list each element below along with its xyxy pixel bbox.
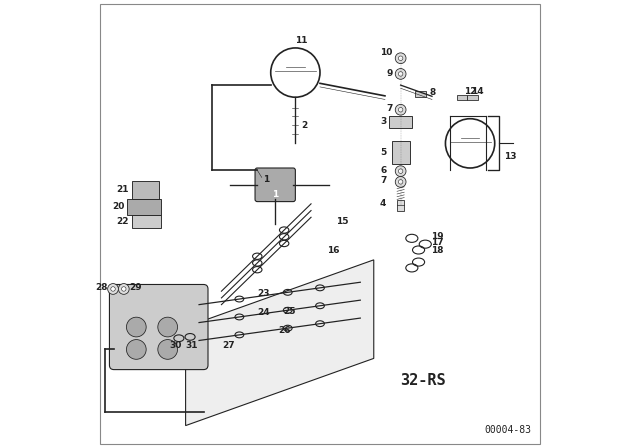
Circle shape <box>398 180 403 184</box>
Text: 14: 14 <box>472 87 484 96</box>
Text: 26: 26 <box>278 326 291 335</box>
Text: 22: 22 <box>116 217 128 226</box>
Text: 10: 10 <box>380 48 392 57</box>
Circle shape <box>398 108 403 112</box>
Circle shape <box>158 317 177 337</box>
Text: 21: 21 <box>116 185 128 194</box>
Text: 7: 7 <box>386 104 392 113</box>
Bar <box>467 95 477 100</box>
Text: 12: 12 <box>464 87 477 96</box>
Circle shape <box>118 284 129 294</box>
Text: 9: 9 <box>386 69 392 78</box>
Text: 32-RS: 32-RS <box>400 373 446 388</box>
Text: 30: 30 <box>170 341 182 350</box>
Bar <box>457 95 467 100</box>
Bar <box>392 141 410 164</box>
Text: 29: 29 <box>130 283 142 292</box>
Bar <box>415 91 426 97</box>
FancyBboxPatch shape <box>109 284 208 370</box>
Circle shape <box>108 284 118 294</box>
Circle shape <box>398 169 403 173</box>
Circle shape <box>396 53 406 64</box>
Text: 3: 3 <box>380 117 387 126</box>
Text: 5: 5 <box>380 148 387 157</box>
Circle shape <box>127 317 146 337</box>
Text: 23: 23 <box>258 289 270 298</box>
Text: 18: 18 <box>431 246 444 255</box>
Bar <box>132 215 161 228</box>
Bar <box>389 116 412 128</box>
Text: 28: 28 <box>95 283 108 292</box>
FancyBboxPatch shape <box>255 168 296 202</box>
Circle shape <box>158 340 177 359</box>
Text: 31: 31 <box>186 341 198 350</box>
Text: 16: 16 <box>327 246 339 255</box>
Text: 1: 1 <box>262 175 269 184</box>
Circle shape <box>111 287 115 291</box>
Text: 8: 8 <box>430 88 436 97</box>
Circle shape <box>398 56 403 60</box>
Text: 25: 25 <box>284 307 296 316</box>
Text: 7: 7 <box>380 177 387 185</box>
Text: 13: 13 <box>504 152 516 161</box>
Text: 19: 19 <box>431 232 444 241</box>
Bar <box>127 199 161 215</box>
Polygon shape <box>186 260 374 426</box>
Circle shape <box>396 104 406 115</box>
Text: 20: 20 <box>113 202 125 211</box>
Circle shape <box>398 72 403 76</box>
Circle shape <box>396 166 406 177</box>
Text: 2: 2 <box>301 121 307 130</box>
Circle shape <box>396 177 406 187</box>
Text: 17: 17 <box>431 238 444 247</box>
Circle shape <box>122 287 126 291</box>
Text: 4: 4 <box>380 199 387 208</box>
Text: 27: 27 <box>222 341 234 350</box>
Text: 15: 15 <box>336 217 348 226</box>
Text: 11: 11 <box>295 36 307 45</box>
Text: 00004-83: 00004-83 <box>484 425 532 435</box>
Bar <box>132 181 159 199</box>
Circle shape <box>127 340 146 359</box>
Circle shape <box>396 69 406 79</box>
Text: 6: 6 <box>380 166 387 175</box>
Text: 1: 1 <box>272 190 278 199</box>
Bar <box>397 200 404 211</box>
Text: 24: 24 <box>258 308 270 317</box>
